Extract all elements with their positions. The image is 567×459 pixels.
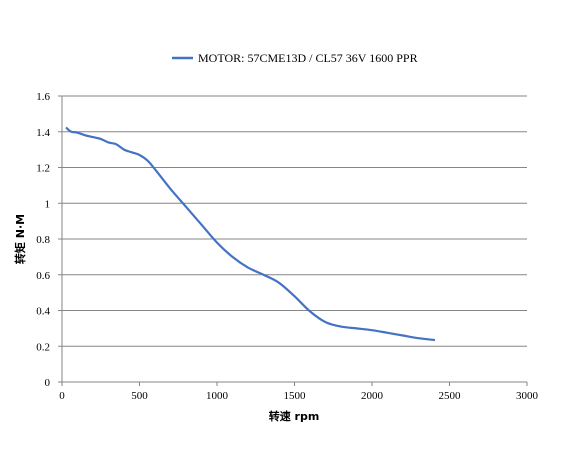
x-tick-label: 3000 — [516, 390, 539, 402]
y-tick-label: 1 — [45, 198, 51, 210]
legend-label: MOTOR: 57CME13D / CL57 36V 1600 PPR — [198, 51, 418, 65]
y-tick-label: 0.8 — [36, 234, 50, 246]
y-tick-label: 0.6 — [36, 270, 50, 282]
y-tick-label: 1.4 — [36, 127, 50, 139]
series-layer — [67, 128, 434, 340]
x-tick-label: 2000 — [361, 390, 384, 402]
x-tick-label: 1000 — [206, 390, 229, 402]
x-tick-label: 1500 — [284, 390, 307, 402]
ticks-layer: 0 0.2 0.4 0.6 0.8 1 1.2 1.4 1.6 0 500 1000 1500 2000 2… — [36, 91, 538, 402]
y-tick-label: 1.2 — [36, 163, 50, 175]
y-tick-label: 0 — [45, 377, 51, 389]
x-tick-label: 2500 — [439, 390, 462, 402]
x-axis-title: 转速 rpm — [269, 409, 320, 423]
y-tick-label: 1.6 — [36, 91, 50, 103]
grid-layer — [62, 96, 527, 346]
y-tick-label: 0.4 — [36, 306, 50, 318]
series-line-0 — [67, 128, 434, 340]
y-axis-title: 转矩 N·M — [13, 214, 27, 264]
x-tick-label: 500 — [131, 390, 148, 402]
legend: MOTOR: 57CME13D / CL57 36V 1600 PPR — [172, 51, 418, 65]
x-tick-label: 0 — [59, 390, 65, 402]
y-tick-label: 0.2 — [36, 341, 50, 353]
